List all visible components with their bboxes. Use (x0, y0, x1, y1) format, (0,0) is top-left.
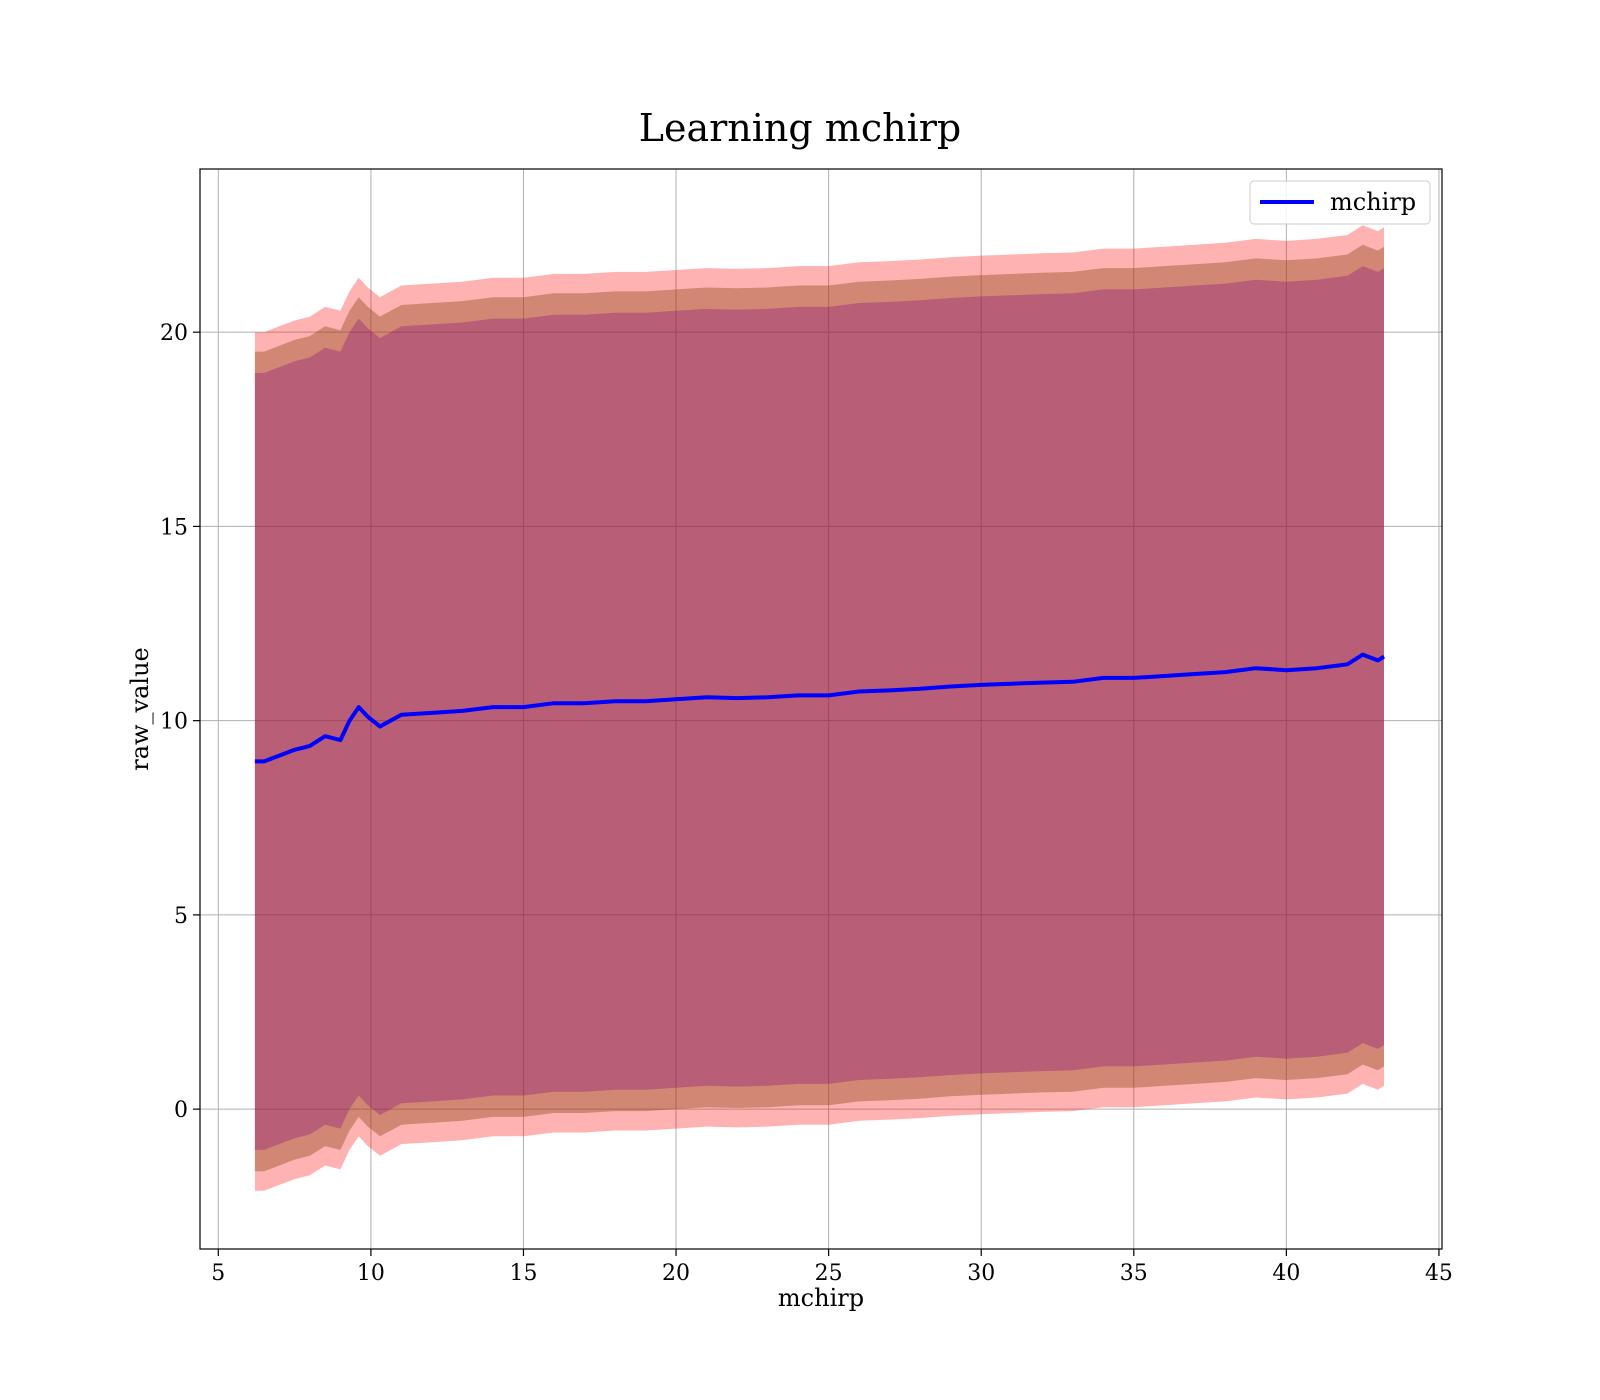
outer-band (254, 225, 1384, 1191)
x-axis-label: mchirp (778, 1284, 864, 1312)
plot-frame (199, 168, 1443, 1250)
y-tick-label: 10 (160, 710, 188, 735)
grid (200, 169, 1442, 1249)
y-tick-label: 0 (174, 1098, 188, 1123)
x-tick-label: 20 (662, 1261, 690, 1286)
x-tick-label: 30 (967, 1261, 995, 1286)
x-tick-label: 10 (357, 1261, 385, 1286)
series-line-mchirp (254, 652, 1386, 764)
y-axis-ticks: 0 5 10 15 20 (160, 321, 200, 1123)
y-axis-label: raw_value (126, 647, 154, 771)
y-tick-label: 5 (174, 904, 188, 929)
middle-band (254, 244, 1384, 1172)
x-tick-label: 35 (1120, 1261, 1148, 1286)
legend-box (1249, 180, 1431, 225)
x-tick-label: 5 (211, 1261, 225, 1286)
y-tick-label: 20 (160, 321, 188, 346)
x-axis-ticks: 5 10 15 20 25 30 35 40 45 (211, 1249, 1453, 1286)
x-tick-label: 15 (509, 1261, 537, 1286)
x-tick-label: 25 (815, 1261, 843, 1286)
inner-band (254, 266, 1384, 1150)
x-tick-label: 45 (1425, 1261, 1453, 1286)
legend: mchirp (1249, 180, 1431, 225)
bands (254, 225, 1384, 1191)
y-tick-label: 15 (160, 515, 188, 540)
series-lines (254, 652, 1386, 764)
legend-entry-label: mchirp (1330, 188, 1416, 216)
chart-title: Learning mchirp (639, 106, 961, 150)
x-tick-label: 40 (1272, 1261, 1300, 1286)
